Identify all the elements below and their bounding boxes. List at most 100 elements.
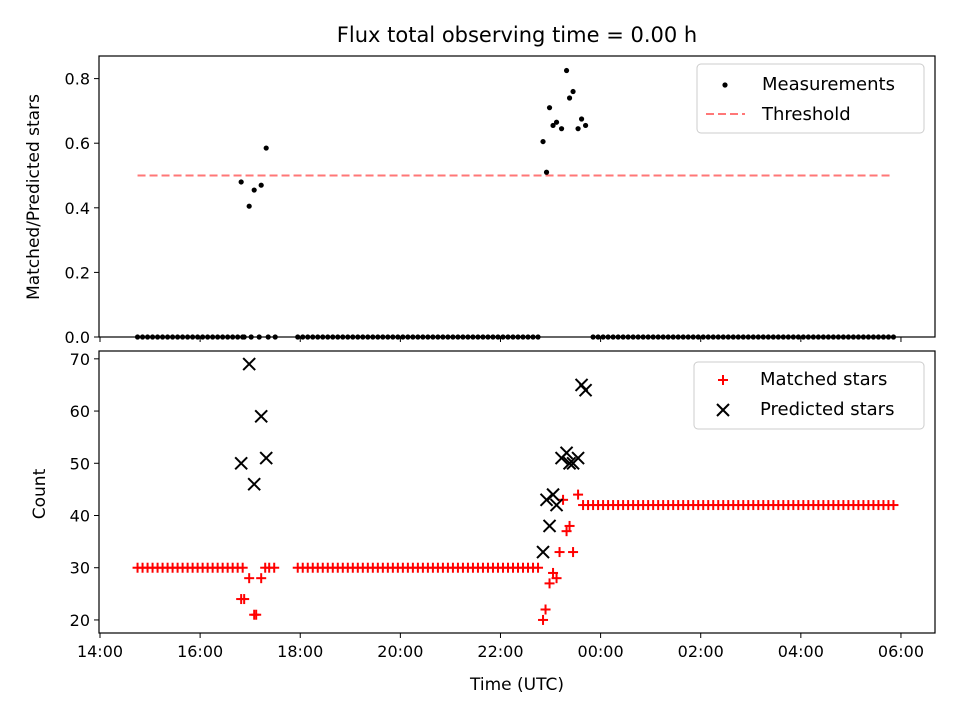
matched-point xyxy=(544,578,555,589)
measurement-point xyxy=(885,334,892,340)
matched-point xyxy=(540,604,551,615)
ratio-y-tick-label: 0.4 xyxy=(65,199,90,218)
measurement-point xyxy=(810,334,816,340)
measurement-point xyxy=(825,334,831,340)
legend-count: Matched stars Predicted stars xyxy=(693,361,925,430)
measurement-point xyxy=(300,334,306,340)
measurement-point xyxy=(480,334,486,340)
measurement-point xyxy=(370,334,376,340)
measurement-point xyxy=(210,334,216,340)
x-tick-label: 16:00 xyxy=(177,642,223,661)
measurement-point xyxy=(578,116,585,122)
matched-point xyxy=(244,573,255,584)
legend-label-matched: Matched stars xyxy=(760,369,887,390)
predicted-point xyxy=(549,498,564,512)
measurement-point xyxy=(144,334,151,340)
x-axis-label: Time (UTC) xyxy=(469,675,564,695)
measurement-point xyxy=(655,334,661,340)
ratio-y-tick-label: 0.8 xyxy=(65,70,90,89)
measurement-point xyxy=(350,334,356,340)
measurement-point xyxy=(325,334,331,340)
measurement-point xyxy=(220,334,226,340)
measurement-point xyxy=(760,334,766,340)
measurement-point xyxy=(485,334,491,340)
measurement-point xyxy=(495,334,501,340)
chart-title: Flux total observing time = 0.00 h xyxy=(337,23,697,47)
measurement-point xyxy=(540,138,546,145)
measurement-point xyxy=(139,334,146,340)
measurement-point xyxy=(770,334,776,340)
measurement-point xyxy=(395,334,401,340)
count-y-tick-label: 30 xyxy=(70,559,90,578)
measurement-point xyxy=(385,334,391,340)
y-axis-label-ratio: Matched/Predicted stars xyxy=(24,94,44,300)
measurement-point xyxy=(263,145,269,151)
count-y-tick-label: 50 xyxy=(70,454,90,473)
count-y-tick-label: 70 xyxy=(70,350,90,369)
measurement-point xyxy=(590,334,596,340)
legend-marker-predicted xyxy=(716,403,730,417)
predicted-point xyxy=(546,487,560,502)
measurement-point xyxy=(835,334,841,340)
measurement-point xyxy=(615,334,621,340)
ratio-y-tick-label: 0.0 xyxy=(65,328,90,347)
measurement-point xyxy=(840,334,846,340)
measurement-point xyxy=(430,334,436,340)
x-tick-label: 02:00 xyxy=(678,642,724,661)
measurement-point xyxy=(174,334,181,340)
measurement-point xyxy=(695,334,701,340)
measurement-point xyxy=(295,334,301,340)
x-tick-label: 06:00 xyxy=(878,642,924,661)
count-plot-frame xyxy=(98,350,936,634)
matched-point xyxy=(548,567,559,578)
measurement-point xyxy=(310,334,316,340)
measurement-point xyxy=(605,334,611,340)
matched-point xyxy=(538,614,549,625)
measurement-point xyxy=(720,334,726,340)
matched-point xyxy=(573,489,584,500)
measurement-point xyxy=(850,334,857,340)
x-tick-label: 18:00 xyxy=(277,642,323,661)
measurement-point xyxy=(360,334,366,340)
measurement-point xyxy=(563,67,570,74)
measurement-point xyxy=(645,334,651,340)
measurement-point xyxy=(475,334,481,340)
matched-point xyxy=(533,562,544,573)
measurement-point xyxy=(635,334,641,340)
measurement-point xyxy=(820,334,826,340)
measurement-point xyxy=(845,334,851,340)
measurement-point xyxy=(890,334,897,340)
measurement-point xyxy=(355,334,361,340)
measurement-point xyxy=(620,334,626,340)
measurement-point xyxy=(440,334,446,340)
x-tick-label: 14:00 xyxy=(77,642,123,661)
matched-point xyxy=(239,594,250,605)
ratio-y-tick-label: 0.6 xyxy=(65,134,90,153)
predicted-point xyxy=(247,477,261,491)
measurement-point xyxy=(185,334,191,340)
predicted-point xyxy=(571,451,585,465)
measurement-point xyxy=(775,334,781,340)
legend-label-threshold: Threshold xyxy=(761,104,851,125)
measurement-point xyxy=(265,334,271,340)
measurement-point xyxy=(558,126,565,132)
measurement-point xyxy=(149,334,156,340)
measurement-point xyxy=(465,334,471,340)
measurement-point xyxy=(405,334,411,340)
measurement-point xyxy=(340,334,346,340)
measurement-point xyxy=(630,334,636,340)
measurement-point xyxy=(445,334,451,340)
measurement-point xyxy=(256,334,262,340)
measurement-point xyxy=(550,122,556,129)
measurement-point xyxy=(435,334,441,340)
measurement-point xyxy=(510,334,516,340)
measurement-point xyxy=(745,334,751,340)
measurement-point xyxy=(205,334,211,340)
measurement-point xyxy=(855,334,862,340)
matched-point xyxy=(269,562,280,573)
measurement-point xyxy=(785,334,791,340)
measurement-point xyxy=(455,334,461,340)
measurement-point xyxy=(546,105,553,111)
measurement-point xyxy=(582,122,589,129)
measurement-point xyxy=(880,334,887,340)
